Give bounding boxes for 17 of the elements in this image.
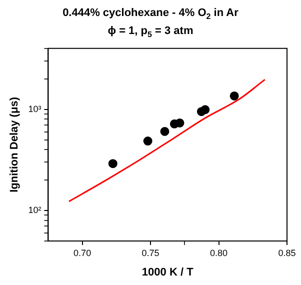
point xyxy=(160,126,170,136)
y-tick-label: 10² xyxy=(28,205,42,216)
chart-title: 0.444% cyclohexane - 4% O$_{2}$ in Ar xyxy=(62,6,240,22)
x-tick-label: 0.75 xyxy=(142,248,160,258)
y-tick-label: 10³ xyxy=(28,104,42,114)
point xyxy=(200,105,210,114)
x-axis-title: 1000 K / T xyxy=(142,266,194,278)
chart-subtitle: ϕ = 1, p$_{5}$ = 3 atm xyxy=(106,24,194,40)
point xyxy=(175,118,184,128)
x-tick-label: 0.85 xyxy=(278,248,296,258)
line-series xyxy=(68,78,266,202)
x-tick-label: 0.80 xyxy=(210,248,228,258)
point xyxy=(108,159,118,168)
y-axis-title: Ignition Delay (μs) xyxy=(8,96,21,192)
x-tick-label: 0.70 xyxy=(74,248,92,258)
point xyxy=(230,91,239,100)
point xyxy=(143,136,152,146)
